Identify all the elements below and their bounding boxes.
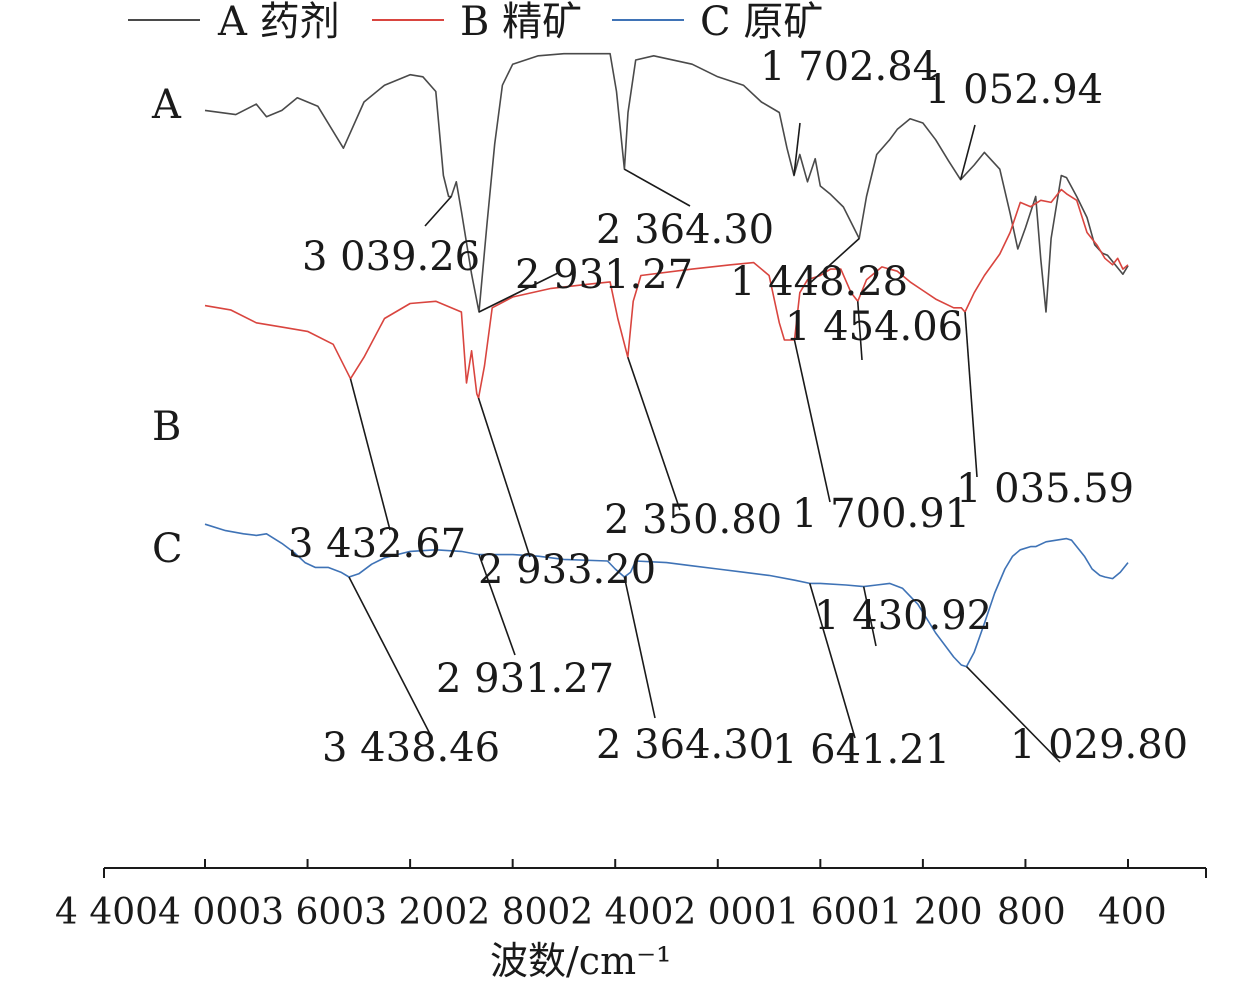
annotation-A-2: 2 364.30 xyxy=(596,168,774,253)
annotation-leader xyxy=(478,271,561,313)
series-A: A xyxy=(151,52,1129,313)
series-letter-A: A xyxy=(151,82,182,128)
annotation-C-5: 1 029.80 xyxy=(965,666,1188,768)
annotation-leader xyxy=(862,586,877,647)
annotation-label: 2 931.27 xyxy=(515,252,693,298)
legend-label: C 原矿 xyxy=(700,0,823,45)
annotation-label: 3 432.67 xyxy=(288,521,466,567)
annotation-label: 1 641.21 xyxy=(772,727,950,773)
annotation-leader xyxy=(623,168,691,207)
annotation-leader xyxy=(793,122,801,176)
series-B: B xyxy=(152,188,1129,450)
series-line-C xyxy=(204,523,1129,668)
annotation-leader xyxy=(808,583,856,739)
annotation-C-3: 1 641.21 xyxy=(772,583,950,773)
annotation-label: 2 931.27 xyxy=(436,656,614,702)
annotation-A-3: 1 702.84 xyxy=(760,44,938,176)
annotation-label: 3 039.26 xyxy=(302,234,480,280)
annotation-leader xyxy=(348,576,431,735)
series-C: C xyxy=(152,523,1129,668)
series-letter-C: C xyxy=(152,526,183,572)
annotation-label: 1 430.92 xyxy=(814,593,992,639)
annotation-C-4: 1 430.92 xyxy=(814,586,992,647)
annotation-leader xyxy=(964,311,978,478)
annotation-B-3: 1 454.06 xyxy=(785,301,963,361)
annotation-B-0: 3 432.67 xyxy=(288,378,466,567)
annotation-label: 1 702.84 xyxy=(760,44,938,90)
annotation-leader xyxy=(627,356,681,511)
legend-label: B 精矿 xyxy=(460,0,582,45)
x-axis: 4 4004 0003 6003 2002 8002 4002 0001 600… xyxy=(55,859,1207,983)
annotation-B-2: 2 350.80 xyxy=(604,356,782,543)
annotation-A-4: 1 448.28 xyxy=(730,237,908,305)
annotation-leader xyxy=(623,576,656,719)
annotation-A-0: 3 039.26 xyxy=(302,195,480,280)
annotation-leader xyxy=(959,124,976,180)
annotation-label: 1 035.59 xyxy=(956,466,1134,512)
annotation-leader xyxy=(809,237,860,284)
annotation-leader xyxy=(478,554,516,656)
annotation-A-5: 1 052.94 xyxy=(925,67,1103,180)
annotation-label: 1 454.06 xyxy=(785,304,963,350)
annotation-label: 2 933.20 xyxy=(478,547,656,593)
annotation-A-1: 2 931.27 xyxy=(478,252,693,313)
series-line-A xyxy=(204,52,1129,313)
annotations: 3 039.26 2 931.272 364.301 702.841 448.28… xyxy=(288,44,1188,773)
annotation-label: 1 029.80 xyxy=(1010,722,1188,768)
annotation-leader xyxy=(349,378,391,531)
annotation-label: 3 438.46 xyxy=(322,725,500,771)
series-letter-B: B xyxy=(152,404,181,450)
annotation-label: 2 364.30 xyxy=(596,207,774,253)
annotation-leader xyxy=(424,195,452,227)
annotation-B-5: 1 035.59 xyxy=(956,311,1134,512)
annotation-label: 1 448.28 xyxy=(730,259,908,305)
annotation-label: 1 700.91 xyxy=(792,491,970,537)
annotation-B-4: 1 700.91 xyxy=(792,339,970,537)
x-tick-label: 800 xyxy=(997,892,1066,933)
annotation-label: 1 052.94 xyxy=(925,67,1103,113)
annotation-C-0: 3 438.46 xyxy=(322,576,500,771)
annotation-leader xyxy=(793,339,831,503)
annotation-leader xyxy=(965,666,1061,763)
annotation-label: 2 350.80 xyxy=(604,497,782,543)
legend-item-B: B 精矿 xyxy=(372,0,582,45)
x-tick-label: 400 xyxy=(1098,892,1167,933)
annotation-B-1: 2 933.20 xyxy=(477,397,656,593)
series-layer: A B C xyxy=(151,52,1129,668)
legend-item-A: A 药剂 xyxy=(128,0,340,45)
annotation-leader xyxy=(477,397,531,558)
legend-label: A 药剂 xyxy=(217,0,340,45)
annotation-leader xyxy=(856,301,863,361)
x-tick-label: 4 4004 0003 6003 2002 8002 4002 0001 600… xyxy=(55,892,983,933)
annotation-label: 2 364.30 xyxy=(596,722,774,768)
annotation-C-1: 2 931.27 xyxy=(436,554,614,702)
legend-item-C: C 原矿 xyxy=(612,0,823,45)
legend: A 药剂 B 精矿 C 原矿 xyxy=(128,0,823,45)
x-axis-title: 波数/cm⁻¹ xyxy=(490,939,671,983)
series-line-B xyxy=(204,188,1129,399)
annotation-C-2: 2 364.30 xyxy=(596,576,774,768)
